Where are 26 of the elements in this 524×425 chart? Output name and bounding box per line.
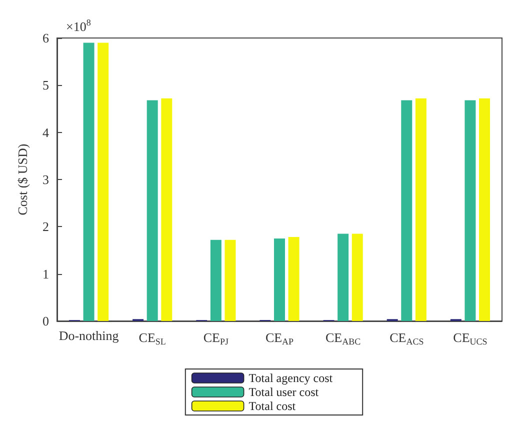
bar: [274, 238, 285, 321]
bar: [464, 100, 476, 321]
bar: [146, 100, 158, 321]
bar: [352, 234, 363, 321]
y-tick-label: 3: [42, 172, 49, 187]
bar: [415, 98, 426, 321]
bar: [288, 237, 300, 321]
y-tick-label: 2: [42, 219, 49, 234]
y-tick-label: 0: [42, 314, 49, 328]
y-tick-label: 6: [42, 30, 50, 46]
bar: [224, 240, 236, 321]
legend-label: Total user cost: [248, 385, 320, 399]
bar: [210, 240, 222, 321]
y-tick-label: 5: [42, 78, 49, 93]
bar: [479, 98, 490, 321]
bar: [83, 42, 94, 321]
x-tick-label: Do-nothing: [58, 328, 120, 343]
legend-label: Total cost: [248, 399, 296, 413]
legend-label: Total agency cost: [248, 371, 334, 385]
bar: [401, 100, 412, 321]
bar: [98, 42, 109, 321]
y-tick-label: 1: [42, 266, 49, 282]
bar: [338, 234, 349, 321]
bar: [161, 98, 172, 321]
y-tick-label: 4: [42, 124, 50, 140]
y-axis-title: Cost ($ USD): [15, 144, 30, 216]
